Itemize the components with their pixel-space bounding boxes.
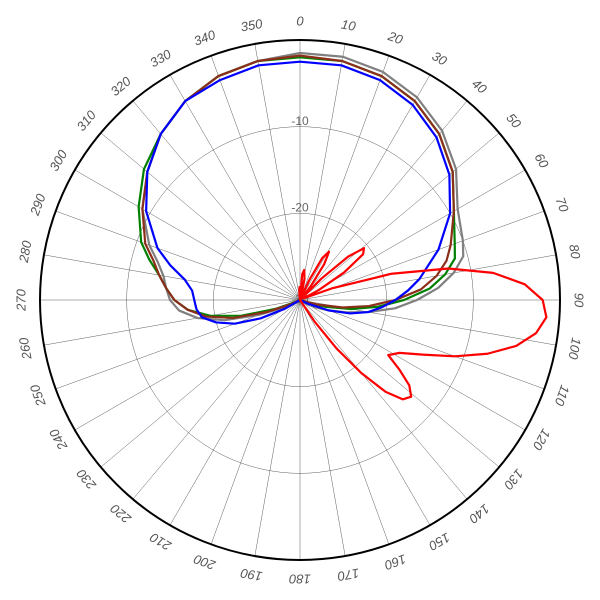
angular-spoke	[75, 300, 300, 430]
angular-spoke	[170, 300, 300, 525]
angular-spoke	[300, 300, 345, 556]
radial-tick-label: -10	[291, 114, 309, 128]
angular-spoke	[44, 300, 300, 345]
angle-tick-label: 100	[565, 336, 584, 361]
angle-tick-label: 40	[469, 76, 490, 97]
angular-spoke	[44, 255, 300, 300]
angular-spoke	[300, 300, 389, 544]
angle-tick-label: 340	[192, 27, 218, 49]
angular-spoke	[300, 300, 430, 525]
angular-spoke	[300, 44, 345, 300]
angle-tick-label: 320	[107, 73, 134, 99]
angle-tick-label: 130	[501, 466, 527, 493]
angle-tick-label: 180	[288, 572, 310, 587]
angle-tick-label: 0	[296, 13, 304, 28]
angle-tick-label: 280	[16, 239, 35, 265]
angular-spoke	[255, 300, 300, 556]
angle-tick-label: 120	[529, 426, 553, 453]
angle-tick-label: 310	[74, 107, 100, 134]
angular-spoke	[300, 56, 389, 300]
angular-spoke	[170, 75, 300, 300]
angle-tick-label: 90	[572, 293, 587, 308]
angle-tick-label: 20	[385, 28, 405, 48]
angle-tick-label: 350	[240, 16, 265, 35]
angle-tick-label: 190	[239, 565, 264, 584]
angle-tick-label: 220	[107, 501, 135, 528]
angle-tick-label: 270	[13, 288, 28, 311]
angular-spoke	[300, 300, 525, 430]
angle-tick-label: 110	[551, 383, 572, 408]
angular-spoke	[75, 170, 300, 300]
angle-tick-label: 210	[147, 529, 175, 554]
angular-spoke	[211, 300, 300, 544]
angle-tick-label: 290	[27, 191, 49, 218]
series-red	[299, 248, 546, 399]
angle-tick-label: 260	[16, 336, 35, 362]
polar-chart: 0 10 20 30 40 50 60 70 80 90 100 110 120130 140 150 160…	[0, 0, 600, 600]
angle-tick-label: 150	[426, 530, 453, 554]
angle-tick-label: 250	[27, 382, 49, 409]
angle-tick-label: 60	[532, 150, 553, 171]
angle-tick-label: 240	[46, 426, 71, 454]
series-blue	[146, 62, 450, 324]
series-brown	[142, 56, 453, 318]
angle-tick-label: 200	[191, 551, 218, 573]
angle-tick-label: 70	[553, 195, 572, 214]
angular-spoke	[255, 44, 300, 300]
angle-tick-label: 300	[46, 147, 70, 174]
angle-tick-label: 30	[430, 48, 451, 69]
angular-spoke	[211, 56, 300, 300]
angle-tick-label: 10	[340, 17, 358, 34]
angle-tick-label: 330	[147, 46, 174, 70]
angle-tick-label: 160	[382, 551, 408, 573]
angular-spoke	[300, 75, 430, 300]
angular-spoke	[300, 300, 544, 389]
angle-tick-label: 140	[466, 501, 493, 527]
angular-spoke	[56, 211, 300, 300]
angle-tick-label: 230	[73, 466, 100, 494]
angle-tick-label: 170	[336, 566, 361, 585]
radial-tick-label: -20	[291, 201, 309, 215]
angle-tick-label: 80	[566, 243, 583, 261]
angle-tick-label: 50	[503, 110, 524, 131]
